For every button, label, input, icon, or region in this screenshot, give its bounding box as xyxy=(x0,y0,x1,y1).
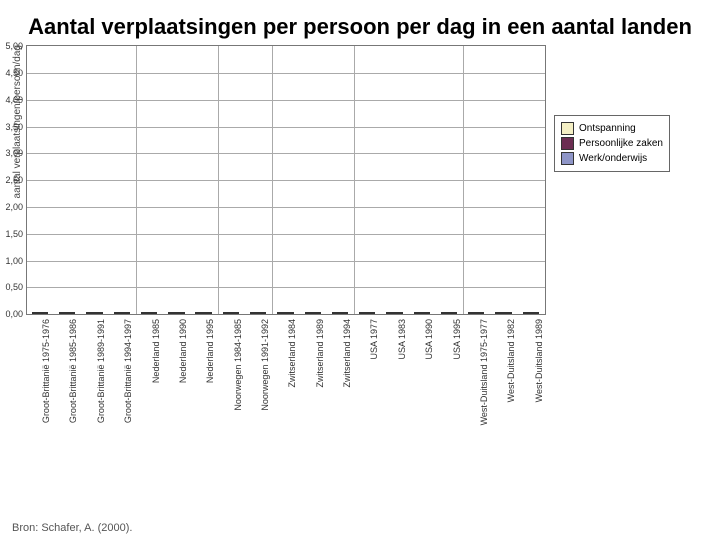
legend-label: Werk/onderwijs xyxy=(579,153,647,164)
x-tick-label: West-Duitsland 1989 xyxy=(534,319,544,402)
legend-swatch xyxy=(561,137,574,150)
bar-segment-ont xyxy=(86,312,102,314)
bar-segment-ont xyxy=(59,312,75,314)
bar-slot xyxy=(463,46,490,314)
y-tick-label: 3,00 xyxy=(5,148,27,158)
bar-slot xyxy=(490,46,517,314)
bar-slot xyxy=(191,46,218,314)
legend-swatch xyxy=(561,122,574,135)
bar-slot xyxy=(518,46,545,314)
bar-segment-ont xyxy=(32,312,48,314)
y-tick-label: 0,00 xyxy=(5,309,27,319)
bar-segment-ont xyxy=(168,312,184,314)
bar-segment-ont xyxy=(386,312,402,314)
group-separator xyxy=(354,46,355,314)
bars-layer xyxy=(27,46,545,314)
chart-plot-area: 0,000,501,001,502,002,503,003,504,004,50… xyxy=(26,45,546,315)
bar-slot xyxy=(272,46,299,314)
x-tick-label: USA 1990 xyxy=(424,319,434,360)
bar-slot xyxy=(27,46,54,314)
group-separator xyxy=(463,46,464,314)
bar-slot xyxy=(218,46,245,314)
bar-slot xyxy=(54,46,81,314)
group-separator xyxy=(218,46,219,314)
legend-item-pers: Persoonlijke zaken xyxy=(561,137,663,150)
bar-slot xyxy=(136,46,163,314)
x-tick-label: Zwitserland 1994 xyxy=(342,319,352,388)
legend-item-ont: Ontspanning xyxy=(561,122,663,135)
bar-slot xyxy=(109,46,136,314)
bar-segment-ont xyxy=(414,312,430,314)
x-tick-label: Noorwegen 1991-1992 xyxy=(260,319,270,411)
bar-slot xyxy=(327,46,354,314)
x-tick-label: Zwitserland 1989 xyxy=(315,319,325,388)
bar-slot xyxy=(300,46,327,314)
y-tick-label: 0,50 xyxy=(5,282,27,292)
x-tick-label: Noorwegen 1984-1985 xyxy=(233,319,243,411)
bar-segment-ont xyxy=(277,312,293,314)
group-separator xyxy=(136,46,137,314)
x-tick-label: West-Duitsland 1975-1977 xyxy=(479,319,489,425)
x-tick-label: Nederland 1985 xyxy=(151,319,161,383)
x-tick-label: West-Duitsland 1982 xyxy=(506,319,516,402)
x-tick-label: USA 1977 xyxy=(369,319,379,360)
bar-segment-ont xyxy=(223,312,239,314)
bar-slot xyxy=(436,46,463,314)
x-tick-label: Groot-Brittanië 1985-1986 xyxy=(68,319,78,423)
y-tick-label: 2,50 xyxy=(5,175,27,185)
legend-label: Ontspanning xyxy=(579,123,636,134)
bar-slot xyxy=(409,46,436,314)
bar-segment-ont xyxy=(441,312,457,314)
x-tick-label: Groot-Brittanië 1989-1991 xyxy=(96,319,106,423)
bar-slot xyxy=(381,46,408,314)
bar-segment-ont xyxy=(195,312,211,314)
bar-segment-ont xyxy=(305,312,321,314)
x-tick-label: Nederland 1990 xyxy=(178,319,188,383)
bar-slot xyxy=(163,46,190,314)
y-tick-label: 4,00 xyxy=(5,95,27,105)
page-title: Aantal verplaatsingen per persoon per da… xyxy=(12,14,708,39)
bar-segment-ont xyxy=(468,312,484,314)
chart-legend: Ontspanning Persoonlijke zaken Werk/onderw… xyxy=(554,115,670,172)
bar-segment-ont xyxy=(332,312,348,314)
x-tick-label: Groot-Brittanië 1994-1997 xyxy=(123,319,133,423)
chart-container: aantal verplaatsingen/persoon/dag 0,000,… xyxy=(12,45,708,435)
source-citation: Bron: Schafer, A. (2000). xyxy=(12,522,132,534)
bar-segment-ont xyxy=(495,312,511,314)
group-separator xyxy=(272,46,273,314)
x-tick-label: Nederland 1995 xyxy=(205,319,215,383)
y-tick-label: 4,50 xyxy=(5,68,27,78)
bar-segment-ont xyxy=(114,312,130,314)
bar-slot xyxy=(354,46,381,314)
bar-segment-ont xyxy=(141,312,157,314)
y-tick-label: 5,00 xyxy=(5,41,27,51)
x-tick-label: Groot-Brittanië 1975-1976 xyxy=(41,319,51,423)
y-tick-label: 3,50 xyxy=(5,122,27,132)
x-tick-label: USA 1995 xyxy=(452,319,462,360)
bar-segment-ont xyxy=(250,312,266,314)
legend-label: Persoonlijke zaken xyxy=(579,138,663,149)
bar-slot xyxy=(245,46,272,314)
y-tick-label: 1,00 xyxy=(5,256,27,266)
x-axis-labels: Groot-Brittanië 1975-1976 Groot-Brittanië… xyxy=(26,315,546,435)
bar-segment-ont xyxy=(359,312,375,314)
legend-item-werk: Werk/onderwijs xyxy=(561,152,663,165)
bar-slot xyxy=(82,46,109,314)
y-tick-label: 1,50 xyxy=(5,229,27,239)
y-tick-label: 2,00 xyxy=(5,202,27,212)
bar-segment-ont xyxy=(523,312,539,314)
x-tick-label: Zwitserland 1984 xyxy=(287,319,297,388)
x-tick-label: USA 1983 xyxy=(397,319,407,360)
legend-swatch xyxy=(561,152,574,165)
